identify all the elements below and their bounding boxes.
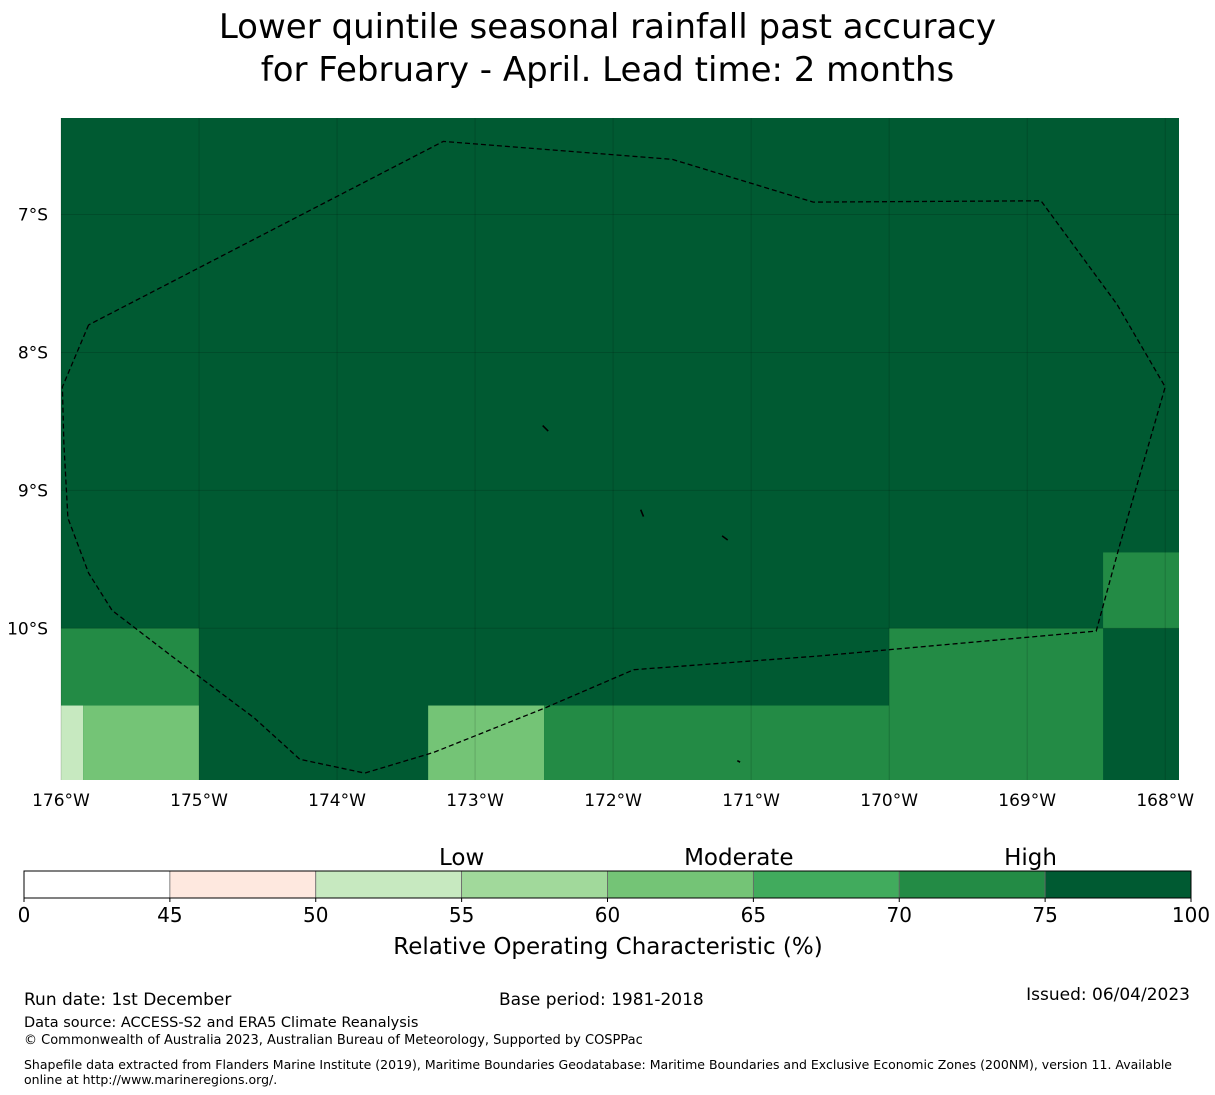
- colorbar-tick-label: 0: [18, 903, 31, 927]
- x-tick-label: 168°W: [1136, 791, 1194, 811]
- eez-boundary: [61, 140, 1166, 774]
- colorbar-tick-label: 75: [1032, 903, 1057, 927]
- x-tick-label: 173°W: [446, 791, 504, 811]
- colorbar-tick-label: 50: [303, 903, 328, 927]
- y-tick-label: 10°S: [7, 619, 48, 639]
- map-cell-5: [428, 705, 545, 780]
- data-source: Data source: ACCESS-S2 and ERA5 Climate …: [24, 1015, 419, 1031]
- issued-date: Issued: 06/04/2023: [1026, 985, 1190, 1005]
- copyright-notice: © Commonwealth of Australia 2023, Austra…: [24, 1033, 643, 1048]
- shapefile-credit: Shapefile data extracted from Flanders M…: [24, 1057, 1172, 1087]
- y-tick-label: 7°S: [18, 206, 48, 226]
- colorbar-tick-label: 60: [595, 903, 620, 927]
- island-1: [639, 509, 645, 517]
- island-2: [721, 535, 729, 541]
- y-tick-label: 8°S: [18, 343, 48, 363]
- y-tick-label: 9°S: [18, 481, 48, 501]
- title-line-2: for February - April. Lead time: 2 month…: [260, 50, 955, 90]
- colorbar-tick-label: 100: [1172, 903, 1210, 927]
- map-figure: 176°W 175°W 174°W 173°W 172°W 171°W 170°W 169°W…: [7, 118, 1194, 811]
- colorbar-segment: [752, 870, 900, 899]
- colorbar-segment: [607, 870, 754, 899]
- colorbar-category-label: Moderate: [684, 845, 793, 871]
- colorbar-segment: [1044, 870, 1192, 899]
- colorbar: 0 45 50 55 60 65 70 75 100 Low Moderate High Relativ…: [18, 845, 1210, 960]
- title-line-1: Lower quintile seasonal rainfall past ac…: [218, 7, 997, 47]
- colorbar-axis-label: Relative Operating Characteristic (%): [393, 934, 822, 960]
- x-tick-label: 176°W: [32, 791, 90, 811]
- x-tick-label: 175°W: [170, 791, 228, 811]
- map-cell-0: [1103, 552, 1179, 629]
- base-period: Base period: 1981-2018: [499, 990, 704, 1010]
- colorbar-category-label: High: [1004, 845, 1057, 871]
- colorbar-segment: [169, 870, 317, 899]
- island-3: [736, 759, 741, 763]
- map-cell-6: [544, 705, 890, 780]
- x-tick-label: 170°W: [860, 791, 918, 811]
- map-cell-2: [889, 628, 1104, 780]
- colorbar-category-label: Low: [439, 845, 484, 871]
- run-date: Run date: 1st December: [24, 990, 232, 1010]
- colorbar-segment: [461, 870, 608, 899]
- colorbar-segment: [315, 870, 463, 899]
- map-cell-1: [61, 628, 200, 706]
- colorbar-tick-label: 45: [157, 903, 182, 927]
- colorbar-tick-label: 65: [741, 903, 766, 927]
- colorbar-segment: [898, 870, 1046, 899]
- x-tick-label: 171°W: [722, 791, 780, 811]
- map-cell-3: [61, 705, 84, 780]
- x-tick-label: 174°W: [308, 791, 366, 811]
- x-tick-label: 169°W: [998, 791, 1056, 811]
- x-tick-label: 172°W: [584, 791, 642, 811]
- colorbar-tick-label: 70: [887, 903, 912, 927]
- colorbar-tick-label: 55: [449, 903, 474, 927]
- chart-title: Lower quintile seasonal rainfall past ac…: [0, 6, 1215, 92]
- colorbar-segment: [23, 870, 171, 899]
- map-cell-4: [83, 705, 200, 780]
- island-0: [542, 425, 549, 432]
